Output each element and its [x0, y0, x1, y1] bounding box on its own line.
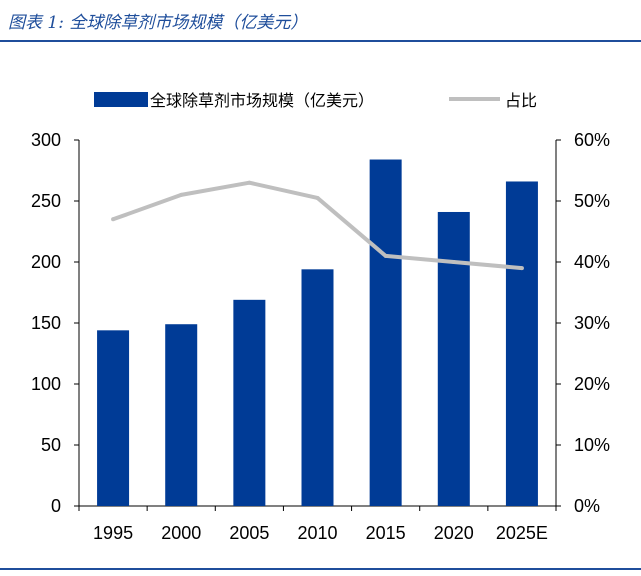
left-tick-label: 50 [41, 435, 61, 455]
legend: 全球除草剂市场规模（亿美元） 占比 [94, 91, 537, 110]
bars [97, 159, 538, 507]
x-tick-label: 2025E [496, 523, 548, 543]
left-tick-label: 300 [31, 130, 61, 150]
legend-bar-label: 全球除草剂市场规模（亿美元） [150, 91, 374, 110]
share-line [111, 180, 524, 271]
bottom-rule [0, 568, 641, 570]
bar [165, 324, 198, 506]
tick-labels: 0 50 100 150 200 250 300 0% 10% 20% 30% 40% 50% 60% 19… [31, 130, 610, 543]
x-tick-label: 2020 [434, 523, 474, 543]
line-point [519, 266, 524, 271]
x-tick-label: 2010 [297, 523, 337, 543]
legend-line-label: 占比 [505, 91, 537, 110]
left-tick-label: 250 [31, 191, 61, 211]
bar [437, 211, 470, 507]
line-point [179, 192, 184, 197]
x-tick-label: 2005 [229, 523, 269, 543]
right-tick-label: 50% [574, 191, 610, 211]
line-point [111, 217, 116, 222]
right-tick-label: 40% [574, 252, 610, 272]
bar [97, 330, 130, 506]
bar [233, 299, 266, 506]
x-tick-label: 2015 [366, 523, 406, 543]
line-point [315, 195, 320, 200]
left-tick-label: 100 [31, 374, 61, 394]
left-tick-label: 0 [51, 496, 61, 516]
right-tick-label: 0% [574, 496, 600, 516]
top-rule [0, 40, 641, 42]
right-tick-label: 10% [574, 435, 610, 455]
line-point [383, 253, 388, 258]
bar [505, 181, 538, 507]
x-tick-label: 2000 [161, 523, 201, 543]
bar [301, 269, 334, 506]
bar [369, 159, 402, 506]
line-point [247, 180, 252, 185]
x-tick-label: 1995 [93, 523, 133, 543]
right-tick-label: 20% [574, 374, 610, 394]
figure-caption: 图表 1: 全球除草剂市场规模（亿美元） [8, 13, 308, 33]
left-tick-label: 200 [31, 252, 61, 272]
left-tick-label: 150 [31, 313, 61, 333]
line-point [451, 260, 456, 264]
right-tick-label: 30% [574, 313, 610, 333]
legend-bar-swatch [94, 92, 148, 107]
right-tick-label: 60% [574, 130, 610, 150]
